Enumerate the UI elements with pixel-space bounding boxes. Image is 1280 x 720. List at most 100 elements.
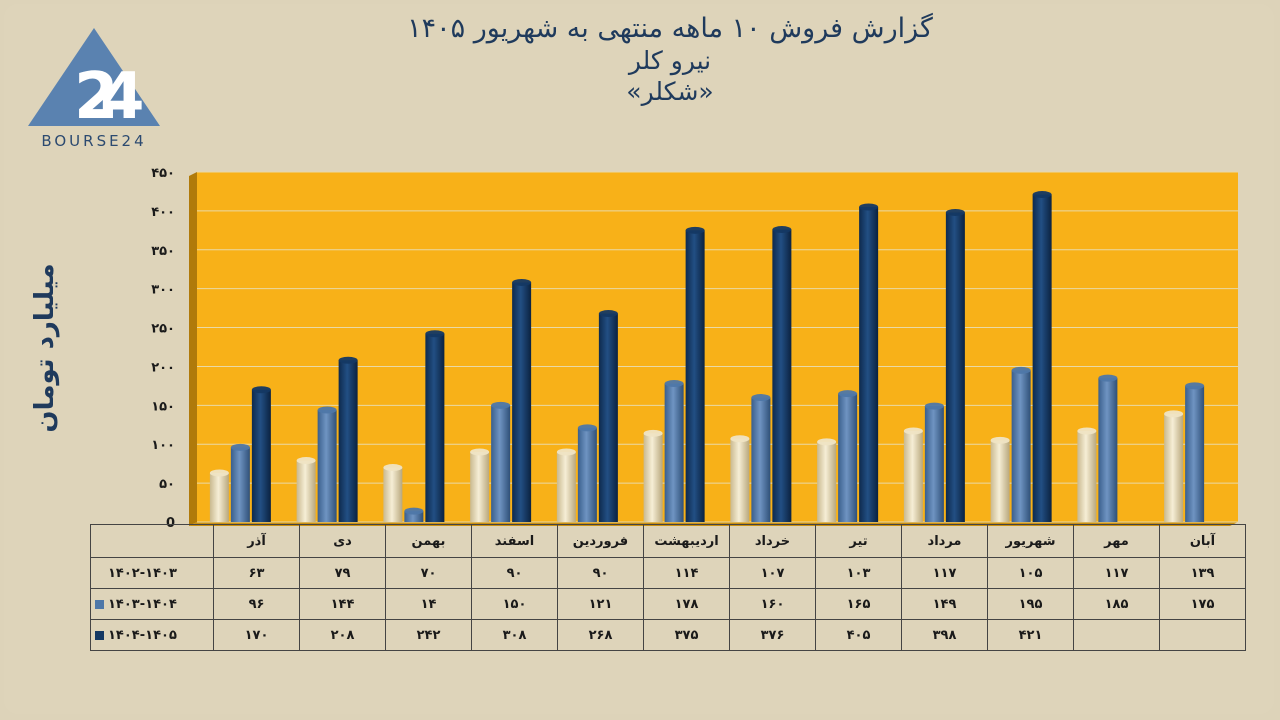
logo-text: BOURSE24: [41, 132, 147, 150]
bar-cap: [730, 435, 750, 443]
category-label: شهریور: [987, 524, 1074, 558]
data-value: ۱۱۴: [643, 557, 730, 589]
bar-cap: [1011, 366, 1031, 374]
bar-cap: [491, 401, 511, 409]
data-value: [1073, 619, 1160, 651]
bar: [383, 467, 403, 522]
data-value: ۱۱۷: [901, 557, 988, 589]
bar-cap: [512, 278, 532, 286]
series-label: ۱۴۰۴-۱۴۰۵: [90, 619, 214, 651]
data-value: ۱۴: [385, 588, 472, 620]
data-value: ۱۳۹: [1159, 557, 1246, 589]
bar: [1185, 385, 1205, 522]
y-tick-label: ۴۵۰: [151, 166, 175, 181]
y-tick-label: ۲۰۰: [151, 360, 175, 375]
series-label: ۱۴۰۳-۱۴۰۴: [90, 588, 214, 620]
category-label: مرداد: [901, 524, 988, 558]
bar-cap: [945, 208, 965, 216]
bar: [577, 427, 597, 522]
bar: [903, 431, 923, 522]
bar: [209, 473, 229, 522]
data-value: ۹۰: [471, 557, 558, 589]
data-value: ۱۶۵: [815, 588, 902, 620]
chart-title: گزارش فروش ۱۰ ماهه منتهی به شهریور ۱۴۰۵: [407, 13, 933, 44]
bar: [838, 393, 858, 522]
series-label: ۱۴۰۲-۱۴۰۳: [90, 557, 214, 589]
data-value: ۱۷۸: [643, 588, 730, 620]
data-value: ۱۱۷: [1073, 557, 1160, 589]
bourse24-logo: 2 4: [28, 28, 160, 134]
svg-text:2: 2: [74, 60, 119, 134]
y-tick-label: 0: [166, 516, 175, 531]
plot-background: [197, 172, 1238, 522]
bar-cap: [404, 507, 424, 515]
bar: [643, 433, 663, 522]
bar-cap: [251, 386, 271, 394]
data-value: ۳۷۶: [729, 619, 816, 651]
category-label: اسفند: [471, 524, 558, 558]
bar-cap: [859, 203, 879, 211]
bar-cap: [1077, 427, 1097, 435]
bar-cap: [1098, 374, 1118, 382]
bar: [230, 447, 250, 522]
bar: [945, 212, 965, 522]
company-name: نیرو کلر: [628, 46, 712, 75]
bar: [859, 207, 879, 522]
bar-cap: [230, 443, 250, 451]
bar: [1077, 431, 1097, 522]
table-corner: [90, 524, 214, 558]
bar-cap: [1164, 410, 1184, 418]
y-tick-label: ۵۰: [159, 477, 175, 492]
bar-cap: [664, 380, 684, 388]
y-tick-label: ۴۰۰: [151, 205, 175, 220]
data-value: ۳۷۵: [643, 619, 730, 651]
data-value: ۷۰: [385, 557, 472, 589]
bar: [685, 230, 705, 523]
bar: [251, 389, 271, 522]
data-value: ۲۴۲: [385, 619, 472, 651]
data-value: ۱۸۵: [1073, 588, 1160, 620]
data-value: ۶۳: [213, 557, 300, 589]
data-value: ۱۲۱: [557, 588, 644, 620]
bar-cap: [772, 226, 792, 234]
svg-text:4: 4: [100, 60, 145, 134]
data-value: ۱۰۷: [729, 557, 816, 589]
bar-cap: [817, 438, 837, 446]
bar: [512, 282, 532, 522]
bar-cap: [903, 427, 923, 435]
bar: [1011, 370, 1031, 522]
bar-cap: [598, 310, 618, 318]
category-label: فروردین: [557, 524, 644, 558]
bar-cap: [209, 469, 229, 477]
data-value: ۱۷۵: [1159, 588, 1246, 620]
y-tick-label: ۱۰۰: [151, 438, 175, 453]
category-label: آذر: [213, 524, 300, 558]
legend-swatch: [95, 599, 104, 609]
table-row: ۱۴۰۳-۱۴۰۴ ۹۶ ۱۴۴ ۱۴ ۱۵۰ ۱۲۱ ۱۷۸ ۱۶۰ ۱۶۵ ۱۴۹ ۱۹۵ ۱۸۵…: [90, 588, 1246, 620]
bar-cap: [643, 429, 663, 437]
ticker-symbol: «شکلر»: [626, 77, 714, 106]
series-name: ۱۴۰۲-۱۴۰۳: [108, 565, 177, 581]
bar-cap: [751, 394, 771, 402]
bar: [556, 452, 576, 522]
bar: [751, 397, 771, 522]
bar: [317, 410, 337, 522]
category-label: دی: [299, 524, 386, 558]
bar-cap: [383, 464, 403, 472]
data-value: ۱۶۰: [729, 588, 816, 620]
chart-titles: گزارش فروش ۱۰ ماهه منتهی به شهریور ۱۴۰۵ …: [360, 12, 980, 108]
data-value: ۱۰۵: [987, 557, 1074, 589]
bar: [817, 441, 837, 522]
series-name: ۱۴۰۴-۱۴۰۵: [108, 627, 177, 643]
bar-cap: [924, 402, 944, 410]
bar-cap: [317, 406, 337, 414]
bar: [1098, 378, 1118, 522]
bar-cap: [425, 330, 445, 338]
legend-swatch: [95, 630, 104, 640]
bar: [730, 438, 750, 522]
data-value: ۱۰۳: [815, 557, 902, 589]
bar: [1164, 413, 1184, 522]
data-value: ۴۰۵: [815, 619, 902, 651]
bar: [990, 440, 1010, 522]
bar: [772, 229, 792, 523]
